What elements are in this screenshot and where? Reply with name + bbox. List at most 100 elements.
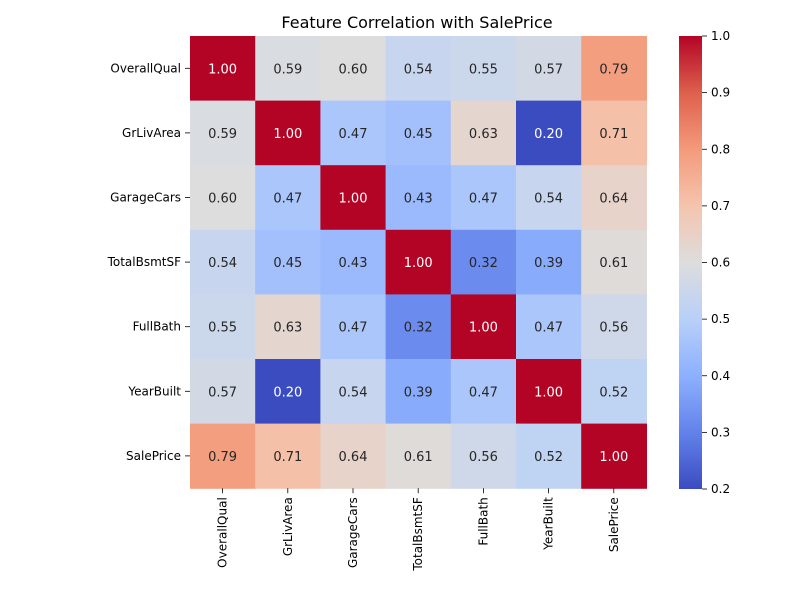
cell-value-label: 1.00	[599, 450, 628, 465]
heatmap-cell	[190, 359, 256, 425]
heatmap-cell	[190, 100, 256, 166]
heatmap-cell	[190, 165, 256, 231]
colorbar-tick-label: 0.5	[711, 312, 730, 326]
cell-value-label: 0.71	[273, 450, 302, 465]
cell-value-label: 0.56	[469, 450, 498, 465]
heatmap-cell	[450, 100, 517, 166]
colorbar-tick-label: 0.3	[711, 425, 730, 439]
row-tick-label: TotalBsmtSF	[107, 255, 182, 269]
heatmap-cell	[255, 229, 321, 295]
cell-value-label: 1.00	[273, 127, 302, 142]
cell-value-label: 0.47	[469, 385, 498, 400]
cell-value-label: 0.79	[208, 450, 237, 465]
cell-value-label: 1.00	[339, 192, 368, 207]
cell-value-label: 0.47	[339, 127, 368, 142]
colorbar-ticks: 0.2 0.3 0.4 0.5 0.6 0.7 0.8 0.9 1.0	[702, 29, 730, 496]
cell-value-label: 0.61	[404, 450, 433, 465]
heatmap-cell-labels: 1.00 0.59 0.60 0.54 0.55 0.57 0.79 0.59 1.00 0.47…	[208, 62, 628, 465]
cell-value-label: 0.47	[339, 321, 368, 336]
cell-value-label: 0.20	[534, 127, 563, 142]
heatmap-cell	[320, 165, 387, 231]
cell-value-label: 0.57	[534, 62, 563, 77]
cell-value-label: 0.64	[339, 450, 368, 465]
cell-value-label: 1.00	[469, 321, 498, 336]
heatmap-cell	[385, 36, 452, 102]
heatmap-cell	[320, 100, 387, 166]
cell-value-label: 0.55	[208, 321, 237, 336]
cell-value-label: 0.43	[339, 256, 368, 271]
cell-value-label: 0.59	[273, 62, 302, 77]
heatmap-cell	[255, 294, 321, 360]
heatmap-cell	[255, 359, 321, 425]
heatmap-cell	[450, 359, 517, 425]
cell-value-label: 0.32	[404, 321, 433, 336]
heatmap-cell	[516, 36, 582, 102]
heatmap-cell	[450, 294, 517, 360]
cell-value-label: 0.32	[469, 256, 498, 271]
heatmap-cell	[320, 36, 387, 102]
heatmap-cell	[385, 423, 452, 489]
colorbar-tick-label: 0.2	[711, 482, 730, 496]
heatmap-cell	[385, 165, 452, 231]
heatmap-cell	[385, 359, 452, 425]
cell-value-label: 0.54	[534, 192, 563, 207]
cell-value-label: 0.52	[599, 385, 628, 400]
cell-value-label: 0.60	[339, 62, 368, 77]
heatmap-cell	[581, 100, 647, 166]
column-tick-label: YearBuilt	[542, 497, 556, 551]
colorbar-tick-label: 0.8	[711, 142, 730, 156]
cell-value-label: 0.45	[404, 127, 433, 142]
heatmap-cell	[581, 165, 647, 231]
cell-value-label: 0.39	[534, 256, 563, 271]
heatmap-cell	[516, 229, 582, 295]
heatmap-cell	[450, 423, 517, 489]
cell-value-label: 0.45	[273, 256, 302, 271]
heatmap-cell	[385, 229, 452, 295]
column-tick-label: GarageCars	[346, 497, 360, 568]
cell-value-label: 0.54	[404, 62, 433, 77]
heatmap-cell	[255, 165, 321, 231]
cell-value-label: 0.63	[469, 127, 498, 142]
colorbar-tick-label: 0.6	[711, 256, 730, 270]
heatmap-cell	[581, 294, 647, 360]
cell-value-label: 0.71	[599, 127, 628, 142]
column-tick-label: FullBath	[476, 497, 490, 545]
cell-value-label: 0.55	[469, 62, 498, 77]
column-tick-labels: OverallQual GrLivArea GarageCars TotalBsmtS…	[216, 488, 621, 572]
cell-value-label: 0.47	[534, 321, 563, 336]
heatmap-cell	[385, 100, 452, 166]
cell-value-label: 0.47	[273, 192, 302, 207]
heatmap-cell	[320, 423, 387, 489]
heatmap-cell	[255, 36, 321, 102]
heatmap-cell	[190, 36, 256, 102]
heatmap-cell	[320, 229, 387, 295]
heatmap-cell	[190, 423, 256, 489]
column-tick-label: OverallQual	[216, 497, 230, 568]
cell-value-label: 0.20	[273, 385, 302, 400]
cell-value-label: 0.39	[404, 385, 433, 400]
cell-value-label: 0.47	[469, 192, 498, 207]
chart-title: Feature Correlation with SalePrice	[281, 13, 552, 32]
colorbar-tick-label: 1.0	[711, 29, 730, 43]
heatmap-cell	[385, 294, 452, 360]
cell-value-label: 0.79	[599, 62, 628, 77]
row-tick-label: YearBuilt	[127, 384, 181, 398]
heatmap-cell	[450, 36, 517, 102]
row-tick-label: GrLivArea	[122, 126, 181, 140]
cell-value-label: 0.52	[534, 450, 563, 465]
row-tick-label: OverallQual	[110, 61, 181, 75]
heatmap-cell	[190, 294, 256, 360]
cell-value-label: 0.54	[339, 385, 368, 400]
cell-value-label: 1.00	[534, 385, 563, 400]
row-tick-label: SalePrice	[126, 449, 181, 463]
column-tick-label: GrLivArea	[281, 497, 295, 556]
heatmap-cell	[581, 229, 647, 295]
heatmap-cell	[581, 359, 647, 425]
heatmap-cell	[516, 294, 582, 360]
cell-value-label: 0.59	[208, 127, 237, 142]
heatmap-cell	[516, 100, 582, 166]
row-tick-label: GarageCars	[110, 191, 181, 205]
cell-value-label: 0.54	[208, 256, 237, 271]
row-tick-labels: OverallQual GrLivArea GarageCars TotalBsmtS…	[107, 61, 190, 463]
